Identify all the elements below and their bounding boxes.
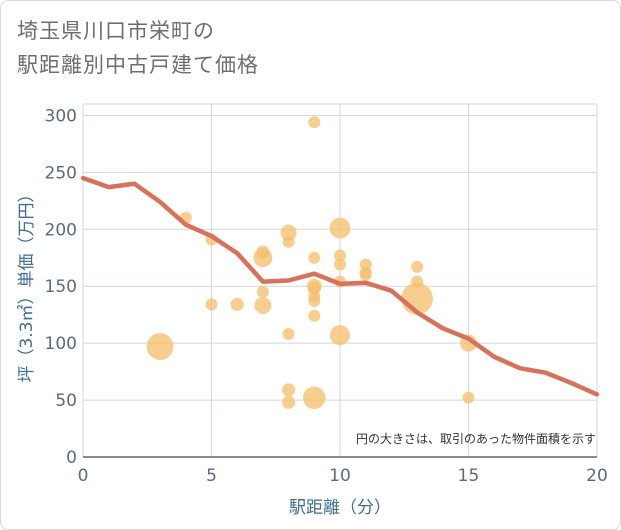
- y-tick-label: 100: [45, 334, 77, 354]
- bubble-point: [280, 224, 297, 241]
- bubble-point: [329, 325, 351, 346]
- bubble-point: [334, 258, 346, 271]
- y-tick-label: 50: [55, 391, 77, 411]
- bubble-point: [303, 386, 326, 410]
- y-tick-label: 250: [45, 163, 77, 183]
- bubble-point: [256, 285, 269, 298]
- x-tick-label: 0: [78, 466, 89, 486]
- bubble-point: [146, 333, 174, 360]
- bubble-point: [308, 251, 321, 264]
- chart-title-line2: 駅距離別中古戸建て価格: [17, 53, 259, 77]
- bubble-point: [411, 275, 424, 288]
- bubble-point: [256, 245, 270, 259]
- x-tick-label: 15: [458, 466, 480, 486]
- average-line: [80, 175, 600, 397]
- grid: [82, 103, 598, 458]
- x-tick-label: 5: [206, 466, 217, 486]
- x-tick-label: 20: [586, 466, 608, 486]
- bubble-point: [308, 116, 321, 129]
- x-axis-label: 駅距離（分）: [289, 498, 391, 518]
- bubble-series: [146, 116, 477, 410]
- x-tick-label: 10: [329, 466, 351, 486]
- chart-title: 埼玉県川口市栄町の 駅距離別中古戸建て価格: [17, 14, 259, 82]
- bubble-point: [359, 258, 372, 271]
- bubble-point: [254, 297, 272, 315]
- y-axis-label: 坪（3.3㎡）単価（万円）: [17, 185, 37, 382]
- y-tick-label: 0: [66, 448, 77, 468]
- bubble-point: [282, 395, 296, 409]
- bubble-point: [308, 309, 321, 322]
- y-tick-label: 200: [45, 220, 77, 240]
- bubble-point: [282, 383, 296, 397]
- bubble-point: [462, 391, 475, 404]
- bubble-size-note: 円の大きさは、取引のあった物件面積を示す: [356, 431, 596, 446]
- y-tick-label: 300: [45, 106, 77, 126]
- bubble-point: [205, 298, 218, 311]
- average-line-series: [80, 175, 600, 397]
- bubble-point: [329, 217, 351, 239]
- bubble-point: [306, 278, 322, 294]
- chart-title-line1: 埼玉県川口市栄町の: [17, 19, 215, 43]
- bubble-point: [334, 249, 346, 262]
- bubble-point: [230, 297, 244, 311]
- bubble-point: [411, 260, 424, 273]
- bubble-point: [282, 328, 295, 341]
- y-tick-label: 150: [45, 277, 77, 297]
